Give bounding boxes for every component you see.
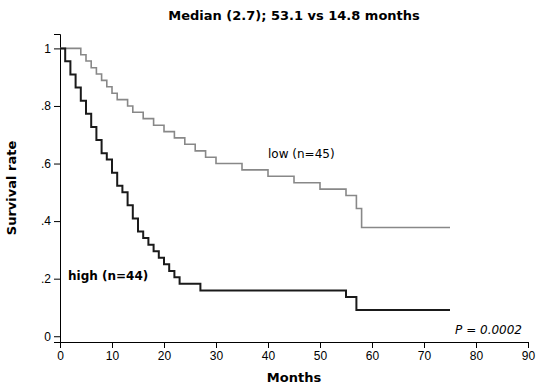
y-tick-mark [54,164,60,165]
x-tick-label: 20 [158,349,172,363]
x-tick-label: 40 [262,349,276,363]
x-tick-mark [164,342,165,348]
x-axis-title: Months [267,370,322,385]
y-tick-mark [54,221,60,222]
x-tick: 30 [210,342,224,363]
x-tick-mark [216,342,217,348]
y-tick-mark [54,279,60,280]
y-axis-title: Survival rate [4,141,19,236]
y-tick-mark [54,336,60,337]
x-axis-line [61,343,529,349]
y-tick-label: .2 [41,272,51,286]
x-tick: 60 [366,342,380,363]
y-tick-mark [54,48,60,49]
x-tick: 20 [158,342,172,363]
x-tick-label: 30 [210,349,224,363]
x-tick-mark [424,342,425,348]
x-tick: 0 [57,342,64,363]
x-tick-label: 0 [57,349,64,363]
y-tick: .2 [41,272,60,286]
y-tick: .4 [41,214,60,228]
y-tick: 0 [44,330,60,344]
series-label: high (n=44) [68,269,148,283]
chart-title: Median (2.7); 53.1 vs 14.8 months [168,8,420,23]
series-group [60,48,450,310]
y-tick-label: 1 [44,42,51,56]
x-tick-label: 10 [106,349,120,363]
x-tick-mark [268,342,269,348]
x-tick-mark [372,342,373,348]
x-tick: 70 [418,342,432,363]
x-tick-label: 50 [314,349,328,363]
x-tick-label: 70 [418,349,432,363]
series-line [60,48,450,227]
x-tick: 90 [522,342,536,363]
y-tick-mark [54,106,60,107]
x-tick: 80 [470,342,484,363]
x-tick-mark [320,342,321,348]
x-tick: 40 [262,342,276,363]
x-tick-mark [112,342,113,348]
y-tick-label: .6 [41,157,51,171]
y-tick: .6 [41,157,60,171]
y-tick-label: .8 [41,99,51,113]
y-tick-label: .4 [41,214,51,228]
y-tick: .8 [41,99,60,113]
y-axis: 0 .2 .4 .6 .8 1 [41,35,61,344]
series-line [60,48,450,310]
x-tick-label: 90 [522,349,536,363]
y-tick-label: 0 [44,330,51,344]
chart: 0 10 20 30 40 50 60 70 80 90 0 .2 .4 .6 .8 1 low (n=45) h… [0,0,550,392]
series-labels: low (n=45) high (n=44) [68,147,335,283]
series-label: low (n=45) [268,147,335,161]
y-axis-line [54,35,61,343]
x-axis: 0 10 20 30 40 50 60 70 80 90 [57,342,535,363]
y-tick: 1 [44,42,60,56]
x-tick-label: 80 [470,349,484,363]
x-tick: 50 [314,342,328,363]
plot-area: 0 10 20 30 40 50 60 70 80 90 0 .2 .4 .6 .8 1 low (n=45) h… [41,35,536,363]
x-tick: 10 [106,342,120,363]
x-tick-mark [476,342,477,348]
annotation: P = 0.0002 [455,323,522,337]
x-tick-mark [528,342,529,348]
x-tick-label: 60 [366,349,380,363]
